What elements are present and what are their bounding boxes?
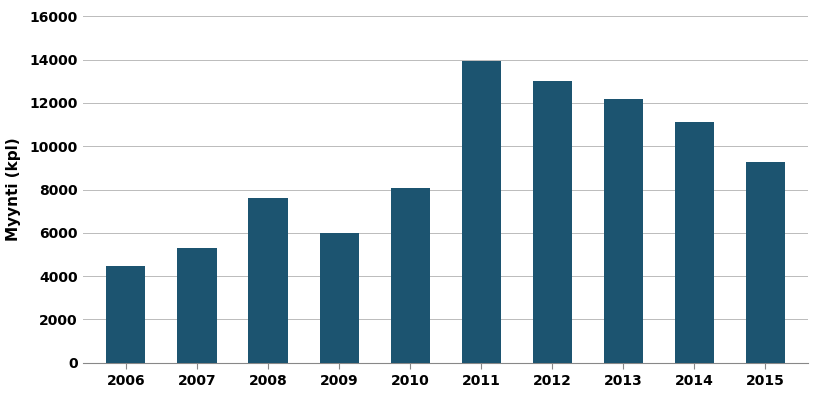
Bar xyxy=(461,61,501,363)
Y-axis label: Myynti (kpl): Myynti (kpl) xyxy=(6,138,21,241)
Bar xyxy=(746,162,785,363)
Bar xyxy=(320,233,359,363)
Bar xyxy=(107,266,146,363)
Bar xyxy=(391,188,430,363)
Bar xyxy=(248,198,287,363)
Bar xyxy=(177,248,217,363)
Bar xyxy=(532,82,571,363)
Bar xyxy=(604,99,643,363)
Bar xyxy=(675,122,714,363)
